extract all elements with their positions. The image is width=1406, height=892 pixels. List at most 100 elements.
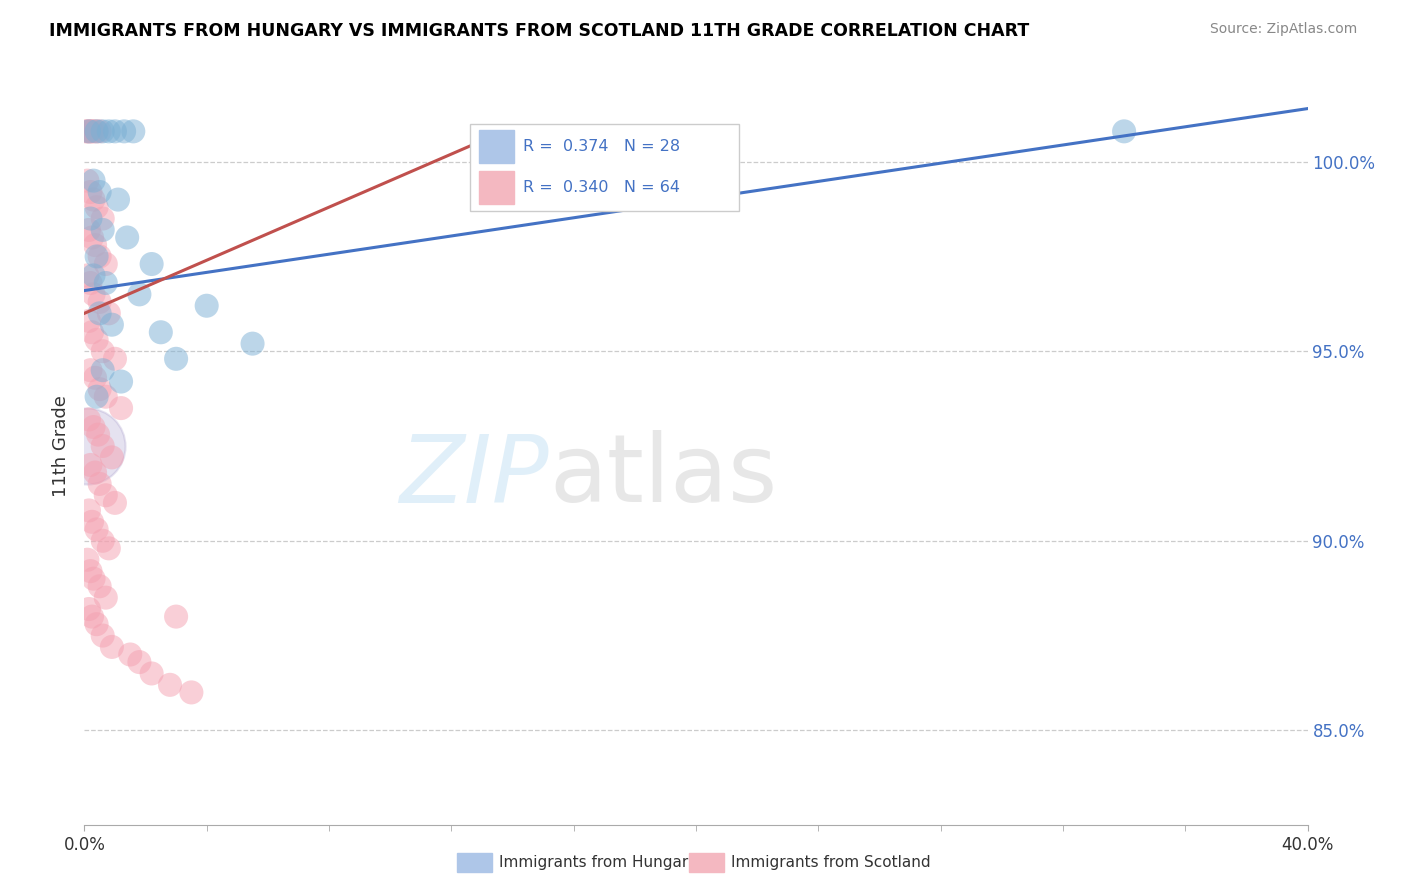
Point [141, 666, 163, 681]
Text: R =  0.374   N = 28: R = 0.374 N = 28 [523, 139, 681, 154]
Point [89, 306, 111, 320]
Point [165, 351, 187, 366]
Point [86, 124, 108, 138]
Point [76, 439, 98, 453]
Point [79, 276, 101, 290]
Point [86, 617, 108, 632]
Point [89, 579, 111, 593]
Point [107, 193, 129, 207]
Point [91, 124, 114, 138]
Point [97, 541, 120, 556]
Point [242, 336, 264, 351]
FancyBboxPatch shape [470, 124, 738, 211]
Point [89, 124, 111, 138]
Point [83, 287, 105, 301]
Point [89, 249, 111, 263]
Point [86, 390, 108, 404]
Point [83, 173, 105, 187]
Point [84, 238, 107, 252]
Point [76, 124, 98, 138]
Point [89, 382, 111, 396]
Point [86, 200, 108, 214]
Point [86, 523, 108, 537]
Point [83, 124, 105, 138]
Point [77, 503, 100, 517]
Point [180, 685, 202, 699]
Point [112, 124, 135, 138]
Point [79, 211, 101, 226]
Point [141, 257, 163, 271]
Point [86, 124, 108, 138]
FancyBboxPatch shape [479, 171, 513, 204]
Y-axis label: 11th Grade: 11th Grade [52, 395, 70, 497]
Point [86, 249, 108, 263]
Point [110, 375, 132, 389]
Point [86, 333, 108, 347]
Point [79, 185, 101, 199]
Text: IMMIGRANTS FROM HUNGARY VS IMMIGRANTS FROM SCOTLAND 11TH GRADE CORRELATION CHART: IMMIGRANTS FROM HUNGARY VS IMMIGRANTS FR… [49, 22, 1029, 40]
Point [77, 223, 100, 237]
Point [76, 268, 98, 283]
Point [149, 325, 172, 339]
Point [91, 363, 114, 377]
Point [104, 124, 127, 138]
Point [83, 420, 105, 434]
Point [79, 363, 101, 377]
Text: R =  0.340   N = 64: R = 0.340 N = 64 [523, 180, 681, 195]
Text: Immigrants from Scotland: Immigrants from Scotland [731, 855, 931, 870]
Point [165, 609, 187, 624]
Point [128, 655, 150, 669]
Point [75, 124, 97, 138]
Point [80, 515, 103, 529]
Point [84, 466, 107, 480]
Point [77, 124, 100, 138]
Point [94, 276, 117, 290]
Point [89, 185, 111, 199]
Point [122, 124, 145, 138]
Text: Immigrants from Hungary: Immigrants from Hungary [499, 855, 697, 870]
Point [101, 318, 124, 332]
Point [94, 257, 117, 271]
Point [94, 390, 117, 404]
Point [77, 124, 100, 138]
Point [84, 370, 107, 384]
Point [91, 223, 114, 237]
Point [97, 306, 120, 320]
Point [80, 230, 103, 244]
Point [80, 325, 103, 339]
Point [159, 678, 181, 692]
Point [80, 609, 103, 624]
Text: ZIP: ZIP [399, 431, 550, 522]
Point [91, 439, 114, 453]
Point [94, 488, 117, 502]
Point [101, 450, 124, 465]
Point [83, 193, 105, 207]
Point [195, 299, 218, 313]
Point [79, 564, 101, 578]
Point [83, 268, 105, 283]
Text: Source: ZipAtlas.com: Source: ZipAtlas.com [1209, 22, 1357, 37]
Point [91, 211, 114, 226]
Point [91, 344, 114, 359]
Point [79, 124, 101, 138]
Text: atlas: atlas [550, 430, 778, 523]
Point [91, 628, 114, 642]
Point [77, 314, 100, 328]
Point [1114, 124, 1136, 138]
Point [76, 552, 98, 567]
Point [77, 412, 100, 426]
Point [101, 640, 124, 654]
Point [76, 173, 98, 187]
Point [83, 572, 105, 586]
Point [115, 230, 138, 244]
Point [80, 124, 103, 138]
Point [104, 496, 127, 510]
FancyBboxPatch shape [479, 130, 513, 163]
Point [89, 294, 111, 310]
Point [79, 458, 101, 472]
Point [77, 602, 100, 616]
Point [97, 124, 120, 138]
Point [87, 427, 110, 442]
Point [104, 351, 127, 366]
Point [128, 287, 150, 301]
